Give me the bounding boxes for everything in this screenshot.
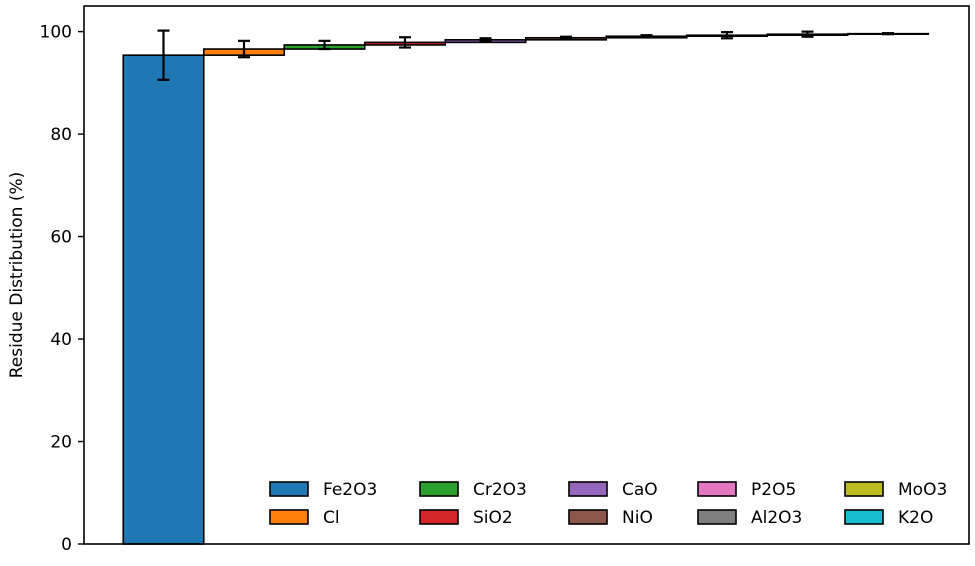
legend-swatch bbox=[697, 509, 737, 525]
y-tick-label: 20 bbox=[50, 433, 72, 453]
legend-label: Cl bbox=[323, 508, 340, 528]
bar-fe2o3 bbox=[122, 54, 205, 545]
legend-item-nio: NiO bbox=[568, 508, 653, 528]
error-bar-cao bbox=[479, 37, 492, 43]
legend-swatch bbox=[419, 481, 459, 497]
legend-item-fe2o3: Fe2O3 bbox=[269, 480, 377, 500]
legend-item-cao: CaO bbox=[568, 480, 658, 500]
y-tick-label: 0 bbox=[61, 535, 72, 555]
y-axis: 0 20 40 60 80 100 bbox=[40, 23, 84, 555]
error-bar-k2o bbox=[882, 32, 894, 36]
y-tick-label: 40 bbox=[50, 330, 72, 350]
error-bar-p2o5 bbox=[640, 34, 653, 39]
error-bar-moo3 bbox=[801, 30, 814, 38]
bars-layer bbox=[122, 32, 930, 545]
legend-item-cl: Cl bbox=[269, 508, 340, 528]
error-bar-fe2o3 bbox=[157, 29, 170, 81]
legend-label: MoO3 bbox=[898, 480, 947, 500]
legend-swatch bbox=[269, 509, 309, 525]
plot-frame bbox=[83, 5, 970, 545]
legend-swatch bbox=[269, 481, 309, 497]
errorbars-layer bbox=[157, 29, 894, 81]
error-bar-al2o3 bbox=[721, 31, 733, 40]
legend-item-cr2o3: Cr2O3 bbox=[419, 480, 527, 500]
legend-label: CaO bbox=[622, 480, 658, 500]
error-bar-nio bbox=[560, 35, 572, 40]
error-bar-cl bbox=[238, 39, 250, 59]
legend-swatch bbox=[697, 481, 737, 497]
legend-item-p2o5: P2O5 bbox=[697, 480, 796, 500]
y-tick-label: 100 bbox=[40, 23, 72, 43]
legend-item-al2o3: Al2O3 bbox=[697, 508, 802, 528]
legend-item-sio2: SiO2 bbox=[419, 508, 513, 528]
legend-label: Cr2O3 bbox=[473, 480, 527, 500]
legend-item-k2o: K2O bbox=[844, 508, 933, 528]
y-axis-label: Residue Distribution (%) bbox=[7, 172, 27, 379]
error-bar-sio2 bbox=[399, 36, 411, 49]
error-bar-cr2o3 bbox=[318, 39, 331, 51]
legend-swatch bbox=[844, 481, 884, 497]
y-tick-label: 60 bbox=[50, 228, 72, 248]
legend-label: Al2O3 bbox=[751, 508, 802, 528]
legend-label: P2O5 bbox=[751, 480, 796, 500]
legend-label: NiO bbox=[622, 508, 653, 528]
legend-swatch bbox=[419, 509, 459, 525]
y-tick-label: 80 bbox=[50, 125, 72, 145]
legend: Fe2O3 Cl Cr2O3 SiO2 CaO NiO P2O5 Al2O3 MoO3 K2O bbox=[269, 480, 947, 528]
legend-label: SiO2 bbox=[473, 508, 513, 528]
legend-swatch bbox=[568, 509, 608, 525]
legend-label: Fe2O3 bbox=[323, 480, 377, 500]
legend-swatch bbox=[568, 481, 608, 497]
legend-label: K2O bbox=[898, 508, 933, 528]
legend-item-moo3: MoO3 bbox=[844, 480, 947, 500]
legend-swatch bbox=[844, 509, 884, 525]
